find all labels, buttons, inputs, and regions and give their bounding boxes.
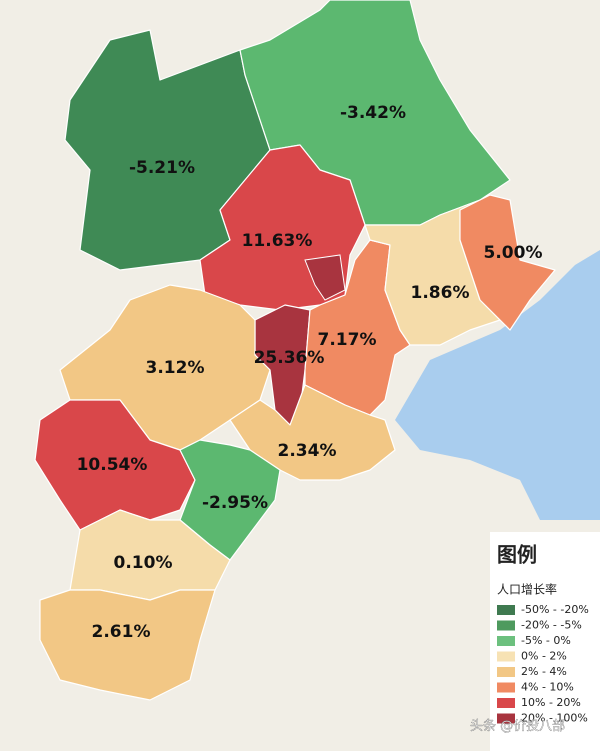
legend-swatch xyxy=(497,667,515,677)
region-label: 0.10% xyxy=(114,553,173,573)
region xyxy=(459,194,556,331)
region-label: -3.42% xyxy=(340,103,406,123)
legend-label: -20% - -5% xyxy=(521,619,582,632)
legend-swatch xyxy=(497,682,515,693)
region xyxy=(34,399,196,531)
region xyxy=(364,199,501,346)
region xyxy=(39,589,216,701)
legend-title: 图例 xyxy=(497,543,537,567)
watermark: 头条 @价投八部 xyxy=(470,718,565,734)
legend-label: 10% - 20% xyxy=(521,696,581,709)
sea xyxy=(395,250,600,520)
legend-swatch xyxy=(497,605,515,615)
legend-swatch xyxy=(497,636,515,646)
region xyxy=(229,384,396,481)
legend-label: -5% - 0% xyxy=(521,634,571,647)
legend-swatch xyxy=(497,713,515,724)
region-label: 1.86% xyxy=(411,283,470,303)
legend-swatch xyxy=(497,651,515,662)
legend-swatch xyxy=(497,698,515,708)
region-label: 11.63% xyxy=(242,231,313,251)
legend-subtitle: 人口增长率 xyxy=(497,582,557,597)
region-label: 25.36% xyxy=(254,348,325,368)
legend-label: 2% - 4% xyxy=(521,665,567,678)
city-core xyxy=(304,254,346,301)
region xyxy=(179,439,281,561)
region-label: 2.61% xyxy=(92,622,151,642)
region-label: -2.95% xyxy=(202,493,268,513)
legend-label: 0% - 2% xyxy=(521,650,567,663)
legend-label: 4% - 10% xyxy=(521,681,574,694)
region-labels: -5.21% -3.42% 11.63% 25.36% 7.17% 1.86% … xyxy=(77,103,543,642)
regions xyxy=(34,0,556,701)
region-label: 2.34% xyxy=(278,441,337,461)
region-label: 7.17% xyxy=(318,330,377,350)
legend-swatch xyxy=(497,620,515,631)
legend-label: 20% - 100% xyxy=(521,712,588,725)
region-label: 5.00% xyxy=(484,243,543,263)
region-label: 3.12% xyxy=(146,358,205,378)
legend: 图例 人口增长率 -50% - -20% -20% - -5% -5% - 0% 0%… xyxy=(490,532,600,751)
legend-label: -50% - -20% xyxy=(521,603,589,616)
region-label: -5.21% xyxy=(129,158,195,178)
region-label: 10.54% xyxy=(77,455,148,475)
